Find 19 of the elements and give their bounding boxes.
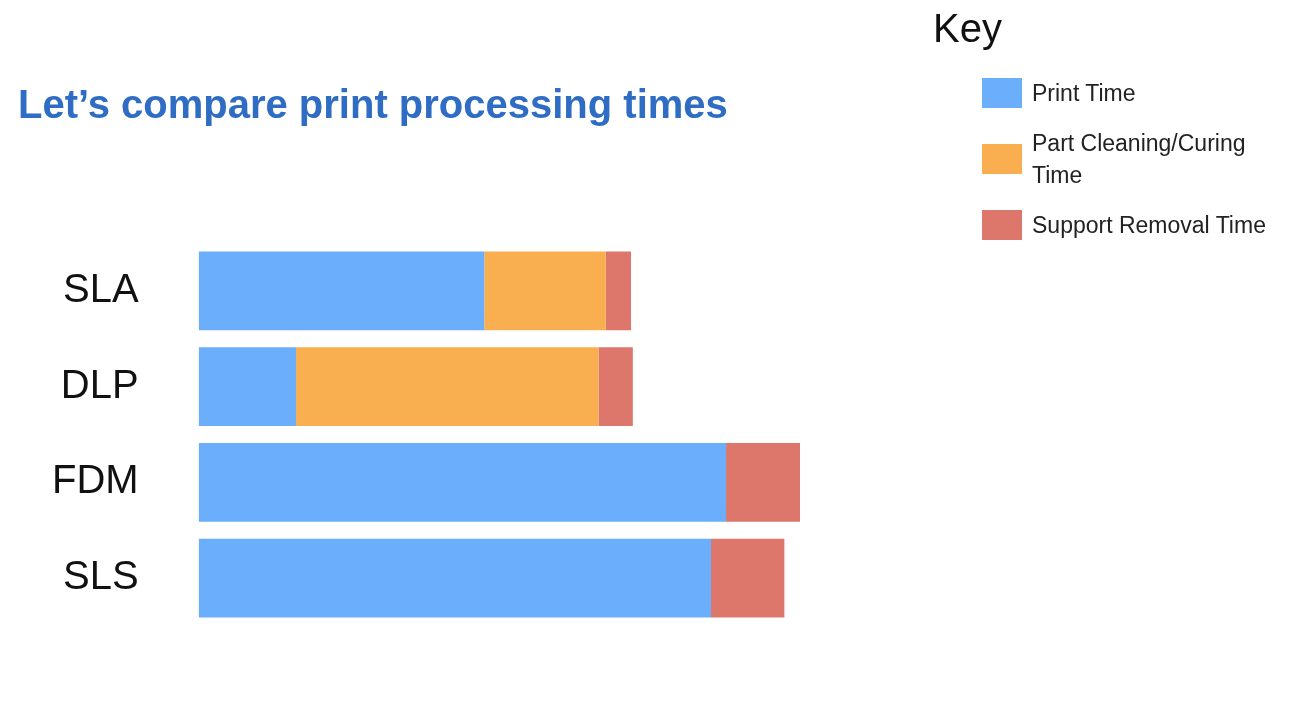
bar: [726, 443, 800, 522]
bar: [198, 443, 727, 522]
bar: [296, 347, 599, 426]
y-tick-label: SLA: [63, 265, 139, 310]
bar: [711, 538, 785, 618]
legend-label: Support Removal Time: [1032, 211, 1267, 240]
bar: [198, 538, 711, 618]
y-tick-label: FDM: [52, 457, 139, 502]
legend-label: Print Time: [1032, 79, 1137, 108]
bar: [598, 347, 633, 426]
bar: [605, 251, 632, 331]
y-tick-label: SLS: [63, 553, 139, 598]
legend-label: Part Cleaning/Curing Time: [1032, 129, 1247, 190]
bar: [484, 251, 606, 331]
bar: [198, 347, 297, 426]
legend-title: Key: [933, 6, 1003, 51]
bar: [198, 251, 485, 331]
chart-title: Let’s compare print processing times: [18, 82, 728, 127]
y-tick-label: DLP: [60, 361, 139, 406]
